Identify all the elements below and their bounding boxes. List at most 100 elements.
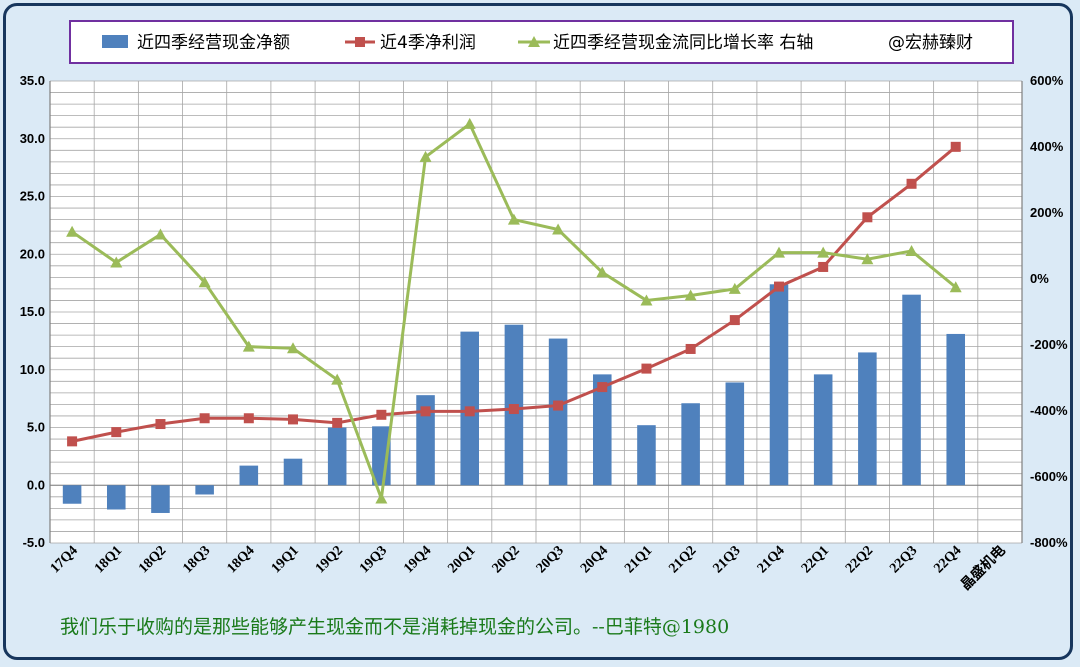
right-tick-label: 200% (1030, 205, 1064, 220)
left-tick-label: 20.0 (20, 246, 45, 261)
bar (592, 374, 612, 486)
right-tick-label: -400% (1030, 403, 1068, 418)
legend-bar-swatch (102, 35, 128, 48)
bar (681, 403, 700, 486)
growth-marker (198, 276, 211, 288)
legend-profit-label: 近4季净利润 (380, 33, 476, 53)
company-label: 晶盛机电 (957, 542, 1009, 594)
growth-marker (463, 117, 476, 129)
profit-marker (818, 261, 829, 272)
profit-marker (906, 178, 917, 189)
legend-bar-label: 近四季经营现金净额 (137, 33, 290, 53)
growth-marker (242, 340, 255, 352)
growth-marker (331, 373, 344, 385)
x-tick-label: 18Q4 (224, 543, 257, 576)
left-tick-label: 15.0 (20, 304, 45, 319)
bar (416, 395, 435, 486)
bar (769, 284, 789, 486)
left-tick-label: 10.0 (20, 362, 45, 377)
profit-marker (376, 409, 387, 420)
x-tick-label: 18Q3 (180, 543, 213, 576)
growth-marker (419, 150, 432, 162)
x-tick-label: 19Q1 (269, 543, 302, 576)
growth-marker (905, 244, 918, 256)
x-tick-label: 22Q1 (799, 543, 832, 576)
profit-marker (67, 436, 78, 447)
x-tick-label: 19Q3 (357, 543, 390, 576)
growth-marker (110, 256, 123, 268)
profit-marker (508, 404, 519, 415)
growth-marker (507, 213, 520, 225)
right-tick-label: -200% (1030, 337, 1068, 352)
growth-marker (154, 228, 167, 240)
bar (813, 374, 833, 486)
bar (902, 294, 921, 486)
bar (637, 425, 656, 486)
x-tick-label: 19Q4 (401, 543, 434, 576)
profit-marker (420, 406, 431, 417)
profit-marker (332, 417, 343, 428)
growth-marker (684, 289, 697, 301)
growth-marker (375, 492, 388, 504)
left-tick-label: 5.0 (27, 420, 45, 435)
profit-marker (729, 315, 740, 326)
x-tick-label: 17Q4 (48, 543, 81, 576)
x-tick-label: 22Q4 (931, 543, 964, 576)
profit-marker (243, 413, 254, 424)
bar (946, 333, 966, 486)
profit-marker (155, 419, 166, 430)
x-tick-label: 18Q1 (92, 543, 125, 576)
profit-marker (111, 427, 122, 438)
bar (151, 485, 170, 513)
legend-growth-marker (528, 36, 540, 47)
x-tick-label: 22Q3 (887, 543, 920, 576)
x-tick-label: 21Q4 (755, 543, 788, 576)
left-tick-label: 30.0 (20, 131, 45, 146)
bar (195, 485, 214, 495)
bar (725, 382, 745, 486)
profit-marker (464, 406, 475, 417)
legend-growth-label: 近四季经营现金流同比增长率 右轴 (553, 33, 813, 53)
x-tick-label: 22Q2 (843, 543, 876, 576)
x-tick-label: 20Q4 (578, 543, 611, 576)
quote-text: 我们乐于收购的是那些能够产生现金而不是消耗掉现金的公司。--巴菲特@1980 (60, 616, 730, 638)
bar (62, 485, 82, 504)
bar (548, 338, 568, 486)
legend: 近四季经营现金净额 近4季净利润 近四季经营现金流同比增长率 右轴 @宏赫臻财 (69, 20, 1014, 64)
x-tick-label: 20Q2 (490, 543, 523, 576)
profit-marker (597, 382, 608, 393)
bar (858, 352, 877, 486)
growth-marker (728, 282, 741, 294)
left-tick-label: 35.0 (20, 73, 45, 88)
growth-marker (596, 266, 609, 278)
x-tick-label: 20Q1 (445, 543, 478, 576)
x-tick-label: 21Q3 (710, 543, 743, 576)
bar (239, 465, 259, 486)
growth-marker (817, 246, 830, 258)
growth-marker (949, 281, 962, 293)
profit-marker (288, 414, 298, 425)
profit-marker (774, 281, 784, 292)
right-tick-label: 400% (1030, 139, 1064, 154)
right-tick-label: -600% (1030, 469, 1068, 484)
bar (327, 427, 347, 486)
right-tick-label: 0% (1030, 271, 1049, 286)
growth-marker (287, 342, 299, 354)
growth-marker (552, 223, 565, 235)
left-tick-label: -5.0 (23, 535, 45, 550)
x-tick-label: 20Q3 (534, 543, 567, 576)
x-tick-label: 19Q2 (313, 543, 346, 576)
growth-marker (640, 294, 653, 306)
profit-marker (553, 400, 564, 411)
x-tick-label: 18Q2 (136, 543, 169, 576)
growth-marker (861, 253, 874, 265)
left-tick-label: 0.0 (27, 477, 45, 492)
profit-marker (641, 363, 652, 374)
legend-profit-marker (355, 37, 365, 47)
profit-marker (950, 141, 961, 152)
x-tick-label: 21Q1 (622, 543, 655, 576)
profit-marker (685, 343, 696, 354)
profit-marker (862, 212, 873, 223)
bar (106, 485, 126, 510)
